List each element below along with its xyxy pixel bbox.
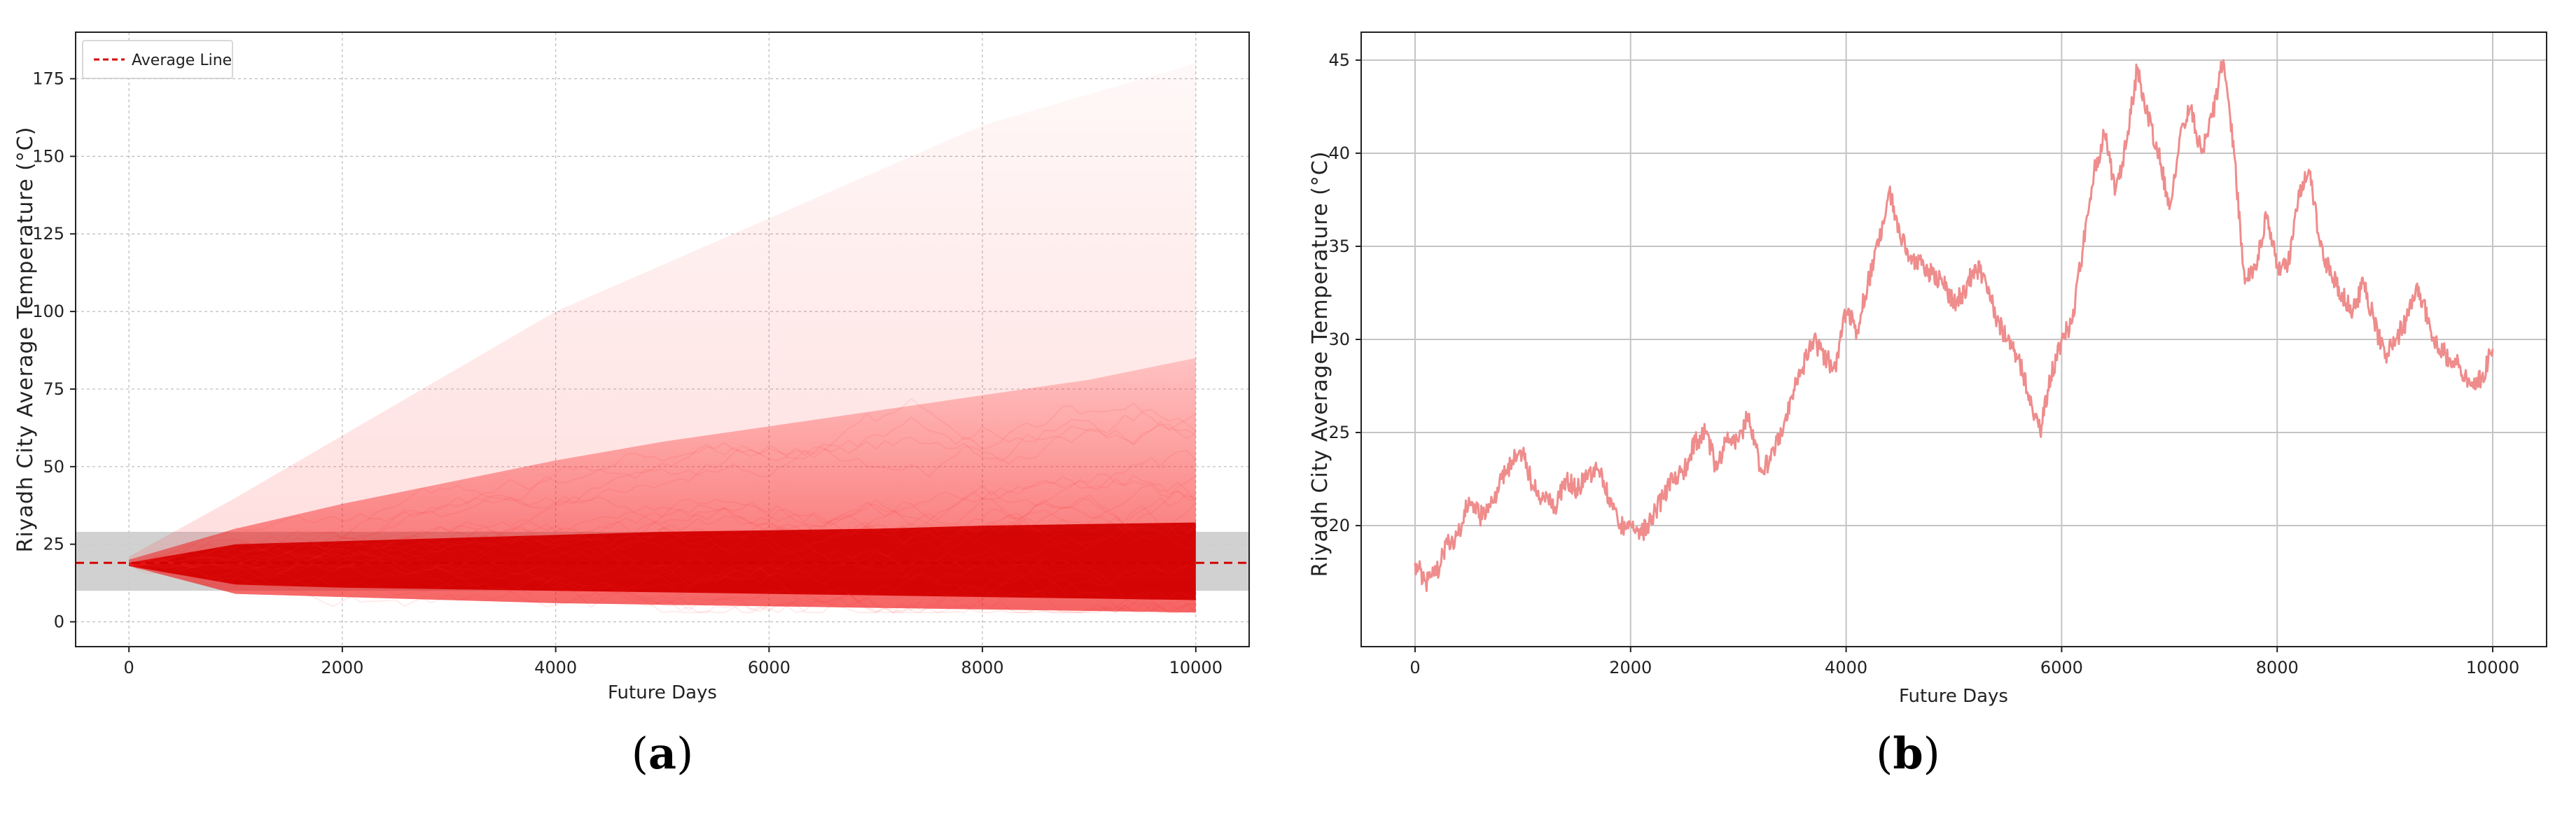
panel-a-y-tick-label: 50 — [43, 457, 64, 477]
panel-a-simulation-path — [129, 423, 1197, 567]
panel-b-x-tick-label: 0 — [1409, 658, 1420, 677]
panel-a-legend: Average Line — [82, 40, 233, 79]
panel-a-simulation-path — [128, 562, 1197, 614]
panel-b-y-tick-label: 25 — [1328, 423, 1350, 442]
panel-a-y-tick-label: 150 — [32, 146, 64, 166]
panel-b-x-tick-label: 4000 — [1825, 658, 1867, 677]
panel-a-simulation-path — [128, 502, 1197, 596]
panel-a-x-label: Future Days — [608, 682, 717, 703]
panel-a-simulation-path — [129, 509, 1196, 607]
panel-a-simulation-path — [129, 475, 1197, 565]
panel-a-simulation-path — [129, 413, 1197, 567]
panel-a-chart: 0 2000 4000 6000 8000 10000 0 25 50 75 100 125 150 1… — [13, 31, 1250, 703]
panel-a-simulation-path — [128, 398, 1197, 569]
panel-b-y-tick-label: 35 — [1328, 237, 1350, 256]
panel-a-simulation-path — [128, 402, 1197, 570]
panel-b-x-tick-label: 10000 — [2466, 658, 2519, 677]
panel-a-y-tick-label: 100 — [32, 302, 64, 321]
panel-b-y-label: Riyadh City Average Temperature (°C) — [1308, 151, 1332, 577]
panel-a-simulation-path — [128, 500, 1197, 565]
panel-a-x-tick-label: 0 — [124, 658, 134, 677]
panel-label-b-letter: b — [1893, 728, 1923, 779]
panel-b-x-label: Future Days — [1899, 686, 2008, 707]
panel-b-x-tick-label: 2000 — [1609, 658, 1652, 677]
panel-a-y-tick-label: 75 — [43, 379, 64, 399]
panel-a-simulation-path — [128, 490, 1196, 587]
legend-box — [82, 40, 233, 79]
panel-label-b: (b) — [1876, 728, 1940, 779]
panel-a-simulation-dense-core — [129, 522, 1196, 600]
panel-a-simulation-path — [129, 498, 1197, 565]
panel-a-simulation-path — [128, 554, 1197, 614]
panel-a-simulation-path — [129, 473, 1197, 569]
panel-b-x-tick-label: 6000 — [2040, 658, 2083, 677]
panel-a-y-tick-label: 0 — [54, 612, 64, 632]
panel-b-y-tick-label: 45 — [1328, 50, 1350, 70]
panel-a-x-tick-label: 4000 — [534, 658, 577, 677]
panel-a-simulation-path — [128, 449, 1197, 566]
panel-a-y-label: Riyadh City Average Temperature (°C) — [13, 127, 38, 553]
panel-a-simulation-path — [129, 478, 1196, 570]
panel-a-x-tick-label: 2000 — [321, 658, 363, 677]
panel-a-y-tick-label: 25 — [43, 535, 64, 554]
panel-a-simulation-path — [129, 546, 1197, 593]
panel-b-chart: 0 2000 4000 6000 8000 10000 20 25 30 35 40 45 Futu… — [1308, 31, 2547, 707]
panel-a-y-tick-label: 175 — [32, 69, 64, 89]
panel-b-temperature-series — [1414, 59, 2494, 592]
panel-a-y-tick-label: 125 — [32, 224, 64, 244]
panel-label-a: (a) — [631, 728, 694, 779]
legend-average-line-label: Average Line — [132, 52, 232, 69]
panel-a-x-tick-label: 10000 — [1169, 658, 1223, 677]
panel-a-x-tick-label: 6000 — [748, 658, 791, 677]
panel-b-gridlines — [1361, 32, 2547, 647]
panel-a-simulation-path — [129, 534, 1197, 614]
panel-a-simulation-path — [129, 490, 1197, 577]
panel-a-simulation-path — [128, 561, 1197, 614]
panel-a-x-tick-label: 8000 — [961, 658, 1004, 677]
panel-b-y-tick-label: 20 — [1328, 516, 1350, 535]
panel-label-a-letter: a — [648, 728, 677, 779]
panel-a-simulation-path — [129, 515, 1197, 613]
panel-b-y-tick-label: 30 — [1328, 330, 1350, 349]
panel-a-frame — [75, 31, 1250, 647]
panel-b-x-tick-label: 8000 — [2256, 658, 2299, 677]
panel-b-y-tick-label: 40 — [1328, 143, 1350, 163]
